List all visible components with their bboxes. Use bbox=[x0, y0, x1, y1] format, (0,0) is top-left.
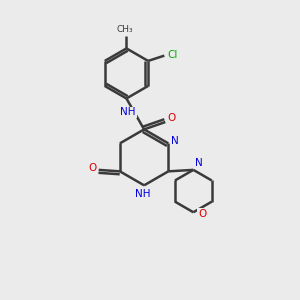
Text: N: N bbox=[195, 158, 203, 168]
Text: O: O bbox=[88, 164, 96, 173]
Text: O: O bbox=[198, 209, 206, 219]
Text: O: O bbox=[168, 113, 176, 124]
Text: NH: NH bbox=[135, 189, 150, 199]
Text: N: N bbox=[171, 136, 179, 146]
Text: CH₃: CH₃ bbox=[117, 25, 133, 34]
Text: NH: NH bbox=[120, 107, 136, 118]
Text: Cl: Cl bbox=[167, 50, 178, 60]
